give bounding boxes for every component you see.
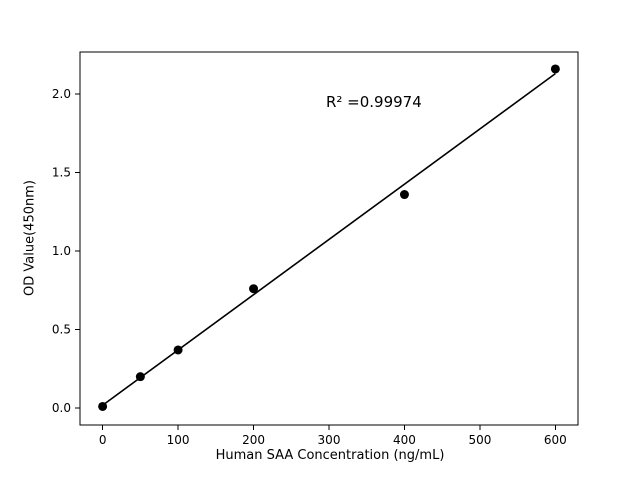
y-tick-label: 0.5: [52, 323, 71, 337]
x-tick-label: 200: [242, 433, 265, 447]
data-point: [550, 64, 560, 74]
r-squared-annotation: R² =0.99974: [325, 92, 422, 111]
y-tick-label: 0.0: [52, 401, 71, 415]
data-point: [173, 345, 183, 355]
y-tick-label: 1.5: [52, 166, 71, 180]
x-tick-label: 0: [99, 433, 107, 447]
x-tick-label: 600: [544, 433, 567, 447]
x-tick-label: 400: [393, 433, 416, 447]
x-tick-label: 300: [318, 433, 341, 447]
x-tick-label: 500: [468, 433, 491, 447]
x-axis-label: Human SAA Concentration (ng/mL): [215, 448, 445, 463]
x-tick-label: 100: [167, 433, 190, 447]
data-point: [399, 190, 409, 200]
y-tick-label: 1.0: [52, 244, 71, 258]
y-tick-label: 2.0: [52, 87, 71, 101]
fit-line: [102, 73, 556, 406]
data-point: [249, 284, 259, 294]
data-point: [135, 372, 145, 382]
y-axis-label: OD Value(450nm): [22, 180, 38, 296]
data-point: [98, 401, 108, 411]
